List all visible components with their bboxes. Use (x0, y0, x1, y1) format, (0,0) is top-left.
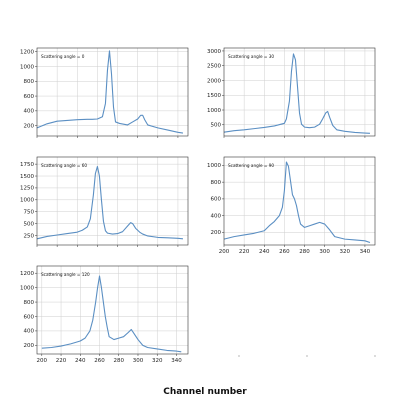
y-tick-label: 800 (24, 79, 35, 85)
y-tick-label: 1000 (207, 108, 221, 114)
y-tick-label: 250 (24, 233, 35, 239)
x-tick-label: 240 (259, 249, 270, 255)
y-tick-label: 2500 (207, 64, 221, 70)
panel-5: 200 400 600 800 1000 1200 200 220 240 260 280 300 32… (20, 265, 189, 364)
panel-annotation: Scattering angle = 60 (41, 163, 87, 168)
y-tick-label: 1000 (20, 198, 34, 204)
x-tick-label: 200 (37, 358, 48, 364)
y-tick-label: 800 (24, 300, 35, 306)
x-tick-label: 220 (56, 358, 67, 364)
panel-annotation: Scattering angle = 0 (41, 54, 85, 59)
y-tick-label: 400 (24, 329, 35, 335)
y-tick-label: 750 (24, 210, 35, 216)
x-tick-label: 280 (299, 249, 310, 255)
y-tick-label: 200 (24, 343, 35, 349)
axes-frame (223, 156, 376, 246)
axes-frame (36, 47, 189, 137)
y-tick-label: 400 (24, 109, 35, 115)
panel-1: 200 400 600 800 1000 1200 Scattering angle = 0 (20, 47, 189, 138)
panels: 200 400 600 800 1000 1200 Scattering angle = 0… (20, 47, 376, 364)
y-tick-label: 1500 (207, 93, 221, 99)
y-tick-label: 1000 (20, 64, 34, 70)
x-tick-label: 200 (219, 249, 230, 255)
x-axis-title: Channel number (163, 387, 247, 397)
axes-frame (36, 265, 189, 355)
y-tick-label: 200 (24, 123, 35, 129)
y-tick-label: 400 (211, 213, 222, 219)
y-tick-label: 2000 (207, 78, 221, 84)
y-tick-label: 500 (24, 221, 35, 227)
x-tick-label: 280 (114, 358, 125, 364)
x-tick-label: 320 (152, 358, 163, 364)
series-line (36, 50, 184, 134)
series-line (223, 161, 371, 244)
x-tick-label: 340 (360, 249, 371, 255)
panel-annotation: Scattering angle = 120 (41, 272, 90, 277)
panel-4: 200 400 600 800 1000 200 220 240 260 280 300 320 340… (207, 156, 376, 255)
y-tick-label: 800 (211, 180, 222, 186)
y-tick-label: 1000 (20, 285, 34, 291)
series-line (223, 53, 371, 134)
y-tick-label: 200 (211, 230, 222, 236)
series-line (36, 165, 184, 240)
y-tick-label: 1000 (207, 163, 221, 169)
x-tick-label: 320 (340, 249, 351, 255)
y-tick-label: 1200 (20, 271, 34, 277)
axes-frame (36, 156, 189, 246)
panel-2: 500 1000 1500 2000 2500 3000 Scattering angle … (207, 47, 376, 138)
y-tick-label: 3000 (207, 49, 221, 55)
y-tick-label: 500 (211, 123, 222, 129)
empty-axes-ticks (238, 355, 376, 357)
y-tick-label: 600 (24, 94, 35, 100)
panel-annotation: Scattering angle = 90 (228, 163, 274, 168)
y-tick-label: 600 (211, 197, 222, 203)
x-tick-label: 300 (133, 358, 144, 364)
series-line (41, 275, 182, 353)
panel-annotation: Scattering angle = 30 (228, 54, 274, 59)
y-tick-label: 1750 (20, 162, 34, 168)
y-tick-label: 600 (24, 314, 35, 320)
y-tick-label: 1200 (20, 49, 34, 55)
x-tick-label: 260 (279, 249, 290, 255)
y-tick-label: 1500 (20, 174, 34, 180)
x-tick-label: 220 (239, 249, 250, 255)
y-tick-label: 1250 (20, 186, 34, 192)
axes-frame (223, 47, 376, 137)
x-tick-label: 240 (75, 358, 86, 364)
panel-3: 250 500 750 1000 1250 1500 1750 Scattering angl… (20, 156, 189, 247)
x-tick-label: 300 (319, 249, 330, 255)
x-tick-label: 260 (94, 358, 105, 364)
x-tick-label: 340 (171, 358, 182, 364)
